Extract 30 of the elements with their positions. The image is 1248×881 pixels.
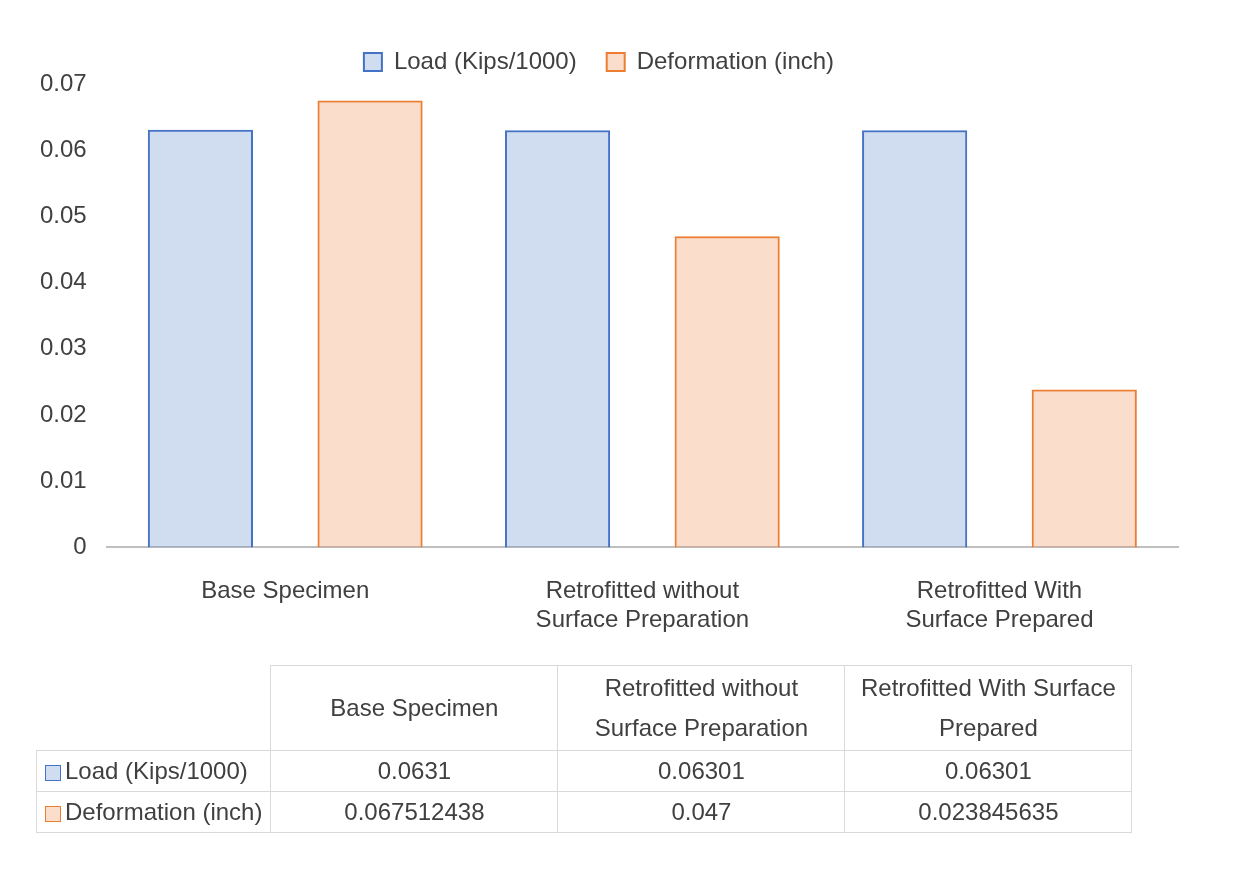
text: Deformation (inch) [65,798,263,825]
data-label: 0.06301 [557,750,845,792]
data-label: 0.06301 [844,750,1132,792]
x-tick-label: Base Specimen [201,576,370,604]
data-label: 0.023845635 [844,791,1132,833]
data-label: 0.0631 [270,750,558,792]
y-tick-label: 0.03 [39,333,87,361]
bar [1031,389,1137,548]
bar [147,129,254,548]
bar [862,130,968,548]
x-tick-label: Retrofitted without Surface Preparation [535,576,750,633]
legend-label: Deformation (inch) [636,46,835,74]
text: Load (Kips/1000) [65,757,248,784]
bar [317,100,423,548]
legend-label: Load (Kips/1000) [393,46,577,74]
y-tick-label: 0.07 [39,68,87,96]
y-tick-label: 0.02 [39,399,87,427]
y-tick-label: 0.01 [39,465,87,493]
bar [674,236,780,548]
y-tick-label: 0 [73,532,87,560]
category-label: Retrofitted With Surface Prepared [861,674,1116,741]
y-tick-label: 0.05 [39,201,87,229]
x-tick-label: Retrofitted With Surface Prepared [905,576,1094,633]
data-label: 0.047 [557,791,845,833]
y-tick-label: 0.04 [39,267,87,295]
category-label: Base Specimen [330,694,499,721]
y-tick-label: 0.06 [39,134,87,162]
bar [504,130,611,548]
category-label: Retrofitted without Surface Preparation [594,674,809,741]
data-label: 0.067512438 [270,791,558,833]
